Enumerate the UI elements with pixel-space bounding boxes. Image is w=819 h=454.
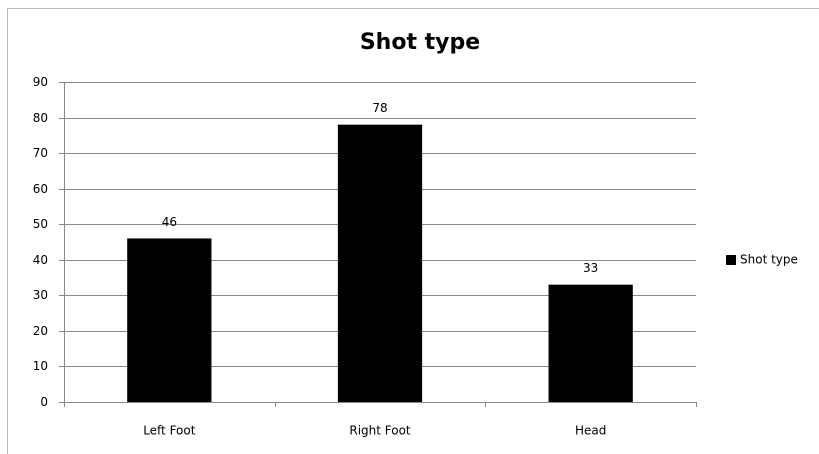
data-label: 78 [372,101,387,115]
legend-label: Shot type [740,253,798,267]
bar [548,284,633,402]
y-tick-label: 80 [33,111,48,125]
bar [127,238,212,402]
y-tick-label: 0 [40,395,48,409]
y-tick-label: 40 [33,253,48,267]
chart-title: Shot type [360,30,480,55]
x-tick-label: Left Foot [143,424,196,438]
data-label: 33 [583,261,598,275]
data-label: 46 [162,215,177,229]
y-tick-label: 30 [33,288,48,302]
y-tick-label: 20 [33,324,48,338]
legend-swatch [726,255,736,265]
y-tick-label: 50 [33,217,48,231]
y-tick-label: 70 [33,146,48,160]
bar [337,124,423,403]
x-tick-label: Right Foot [349,424,411,438]
y-tick-label: 90 [33,75,48,89]
y-tick-label: 10 [33,359,48,373]
x-tick-label: Head [575,424,606,438]
y-tick-label: 60 [33,182,48,196]
